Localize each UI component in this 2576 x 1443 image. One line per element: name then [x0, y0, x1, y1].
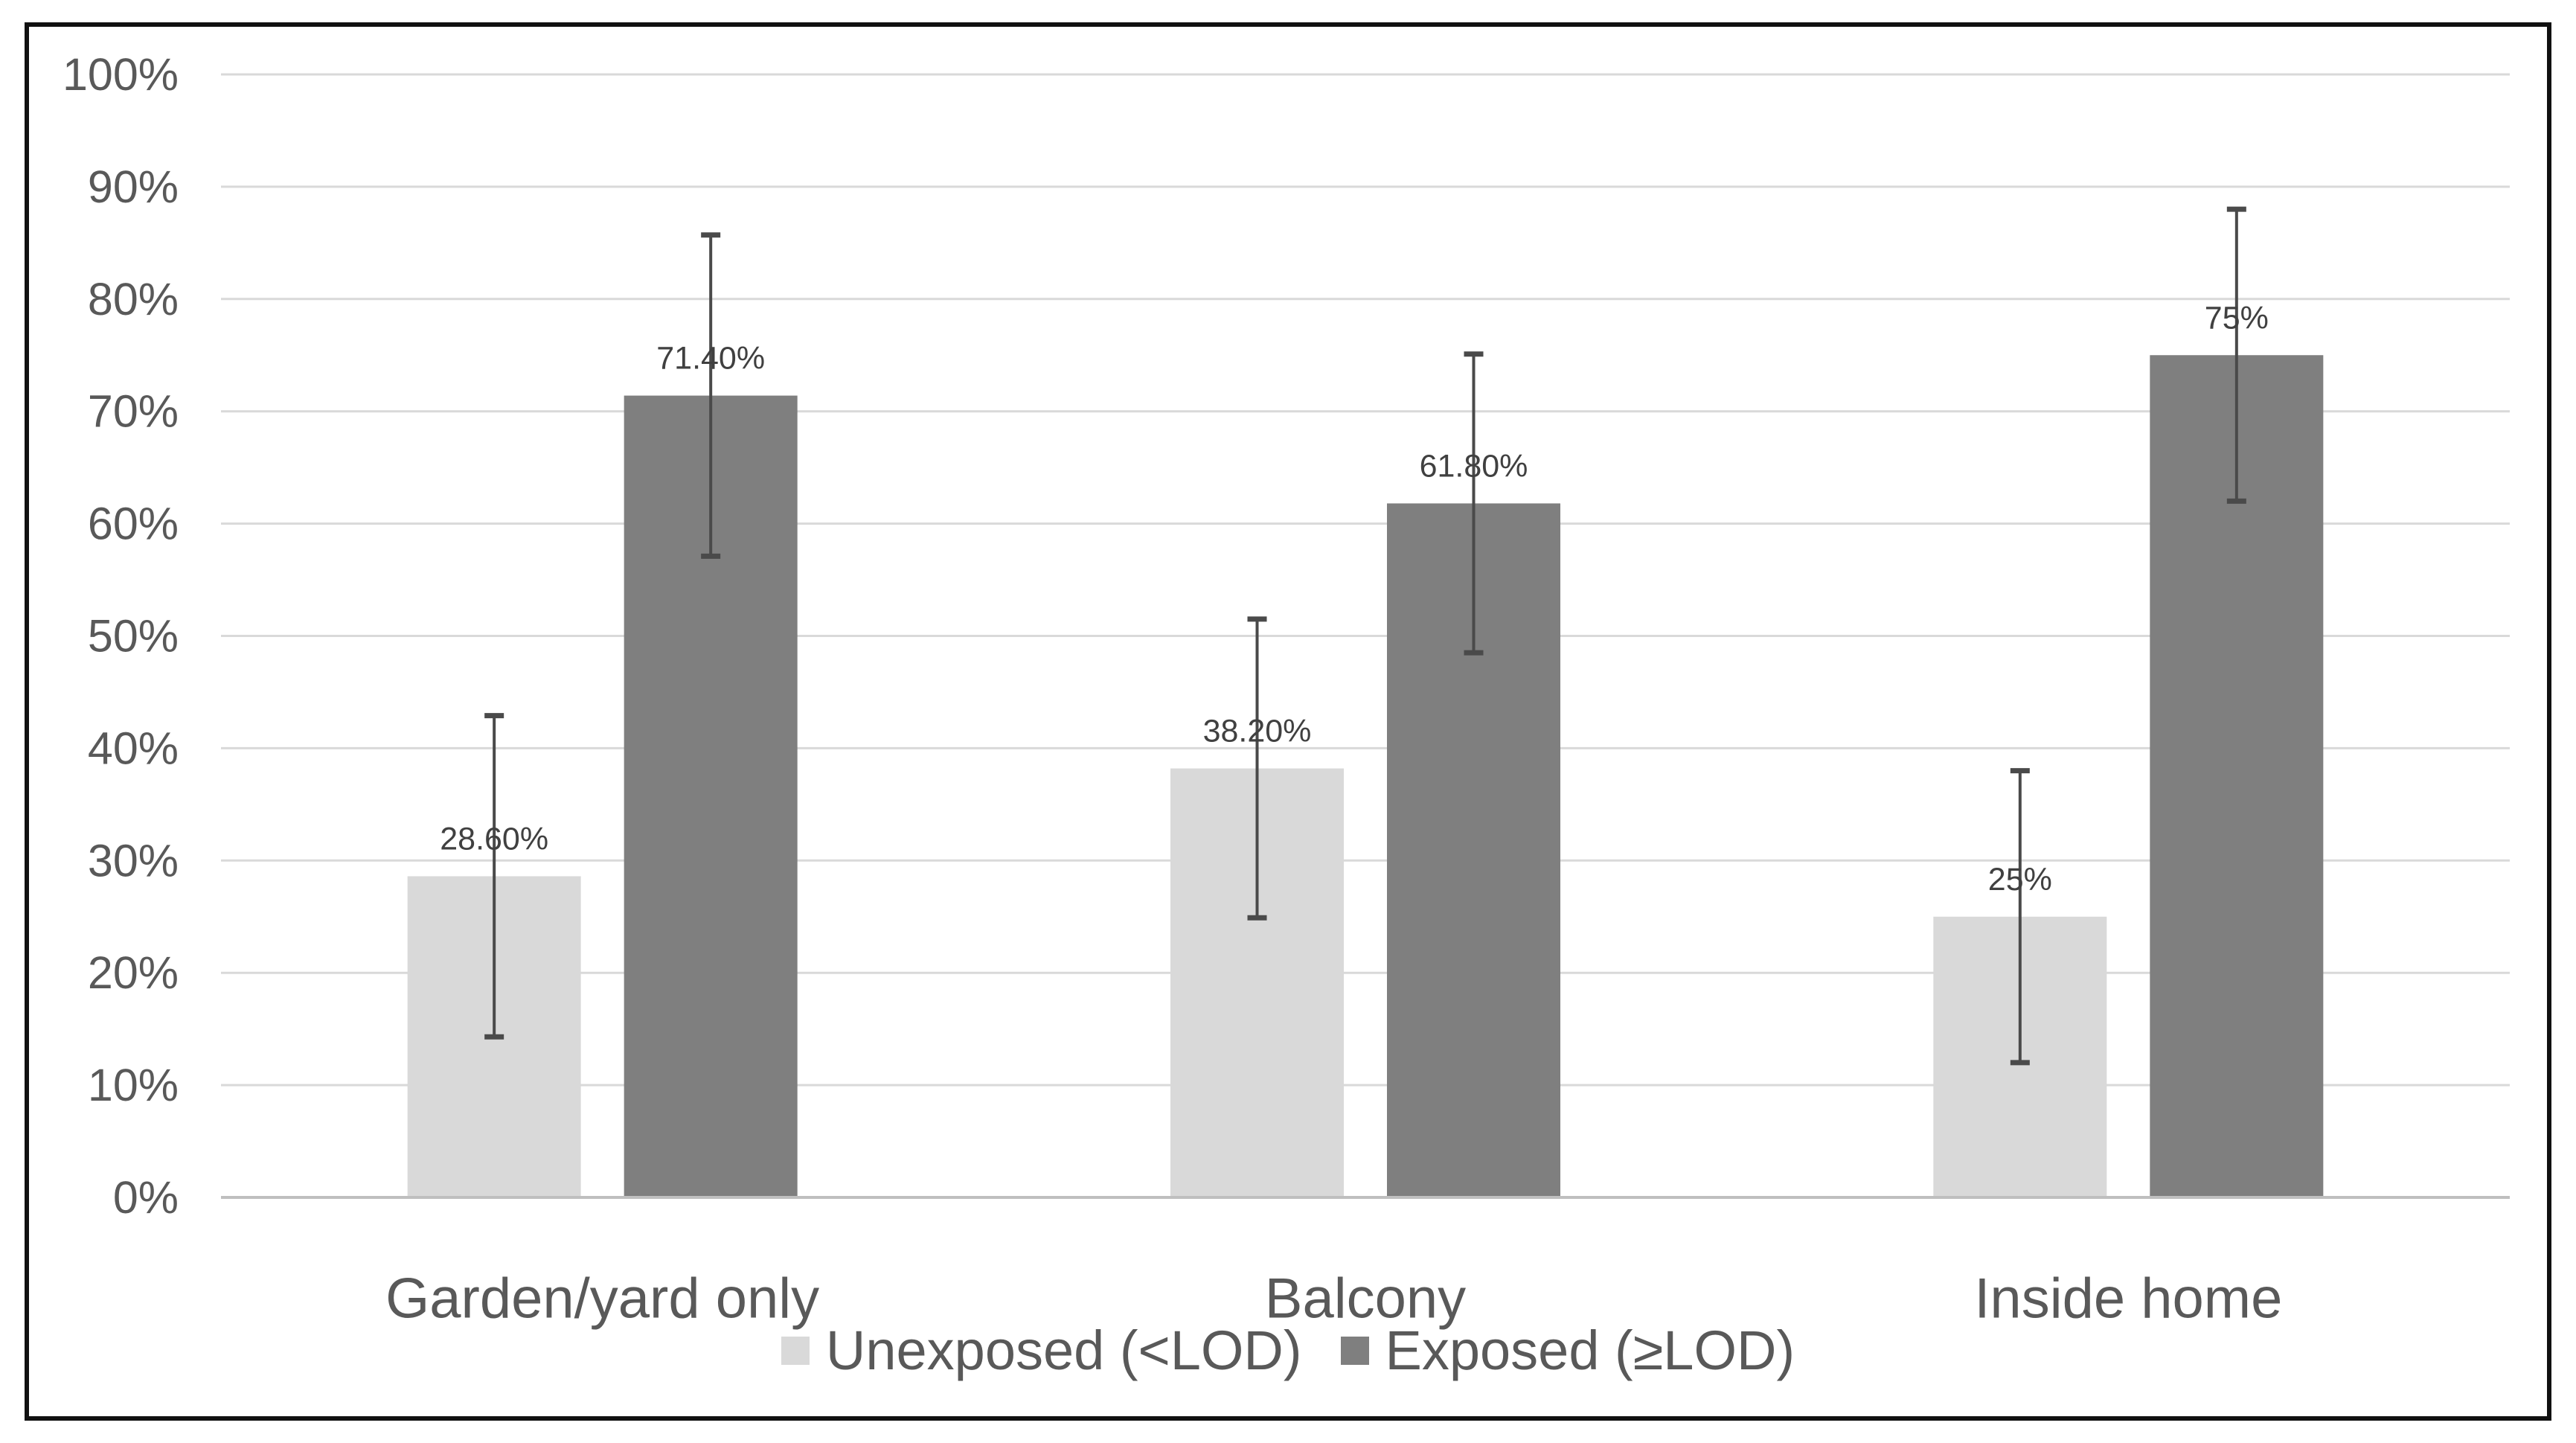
legend-swatch-unexposed-icon: [781, 1337, 810, 1365]
y-axis-tick-label: 30%: [88, 835, 179, 886]
data-label: 38.20%: [1203, 714, 1312, 749]
y-axis-tick-label: 0%: [113, 1172, 179, 1223]
x-axis-category-label: Garden/yard only: [385, 1267, 819, 1331]
legend-label-exposed: Exposed (≥LOD): [1385, 1319, 1795, 1381]
legend-swatch-exposed-icon: [1340, 1337, 1369, 1365]
data-label: 28.60%: [440, 821, 548, 857]
y-axis-tick-label: 70%: [88, 386, 179, 437]
x-axis-category-label: Balcony: [1265, 1267, 1466, 1331]
y-axis-tick-label: 80%: [88, 274, 179, 324]
y-axis-tick-label: 90%: [88, 161, 179, 212]
legend-label-unexposed: Unexposed (<LOD): [825, 1319, 1302, 1381]
y-axis-tick-label: 10%: [88, 1060, 179, 1110]
x-axis-category-label: Inside home: [1974, 1267, 2282, 1331]
legend-item-unexposed: Unexposed (<LOD): [781, 1323, 1302, 1378]
y-axis-tick-label: 20%: [88, 947, 179, 998]
data-label: 25%: [1988, 862, 2052, 898]
legend: Unexposed (<LOD) Exposed (≥LOD): [0, 1317, 2576, 1384]
data-label: 61.80%: [1420, 448, 1528, 484]
y-axis-tick-label: 40%: [88, 723, 179, 773]
data-label: 71.40%: [656, 341, 765, 377]
y-axis-tick-label: 100%: [63, 49, 179, 100]
data-label: 75%: [2205, 300, 2269, 336]
y-axis-tick-label: 50%: [88, 611, 179, 662]
legend-item-exposed: Exposed (≥LOD): [1340, 1319, 1795, 1381]
y-axis-tick-label: 60%: [88, 499, 179, 549]
